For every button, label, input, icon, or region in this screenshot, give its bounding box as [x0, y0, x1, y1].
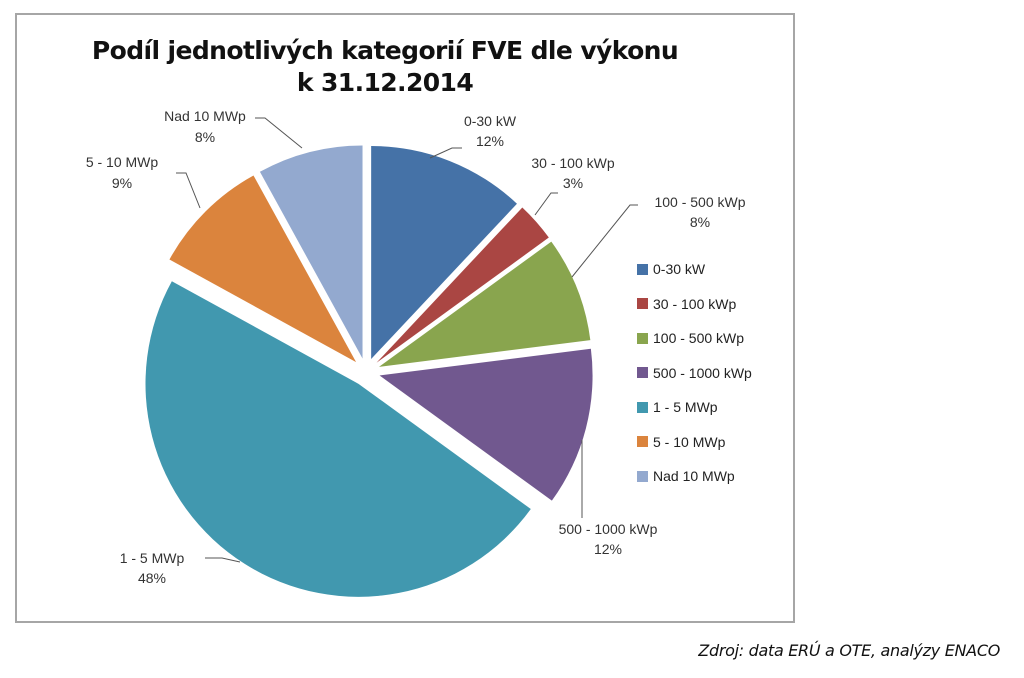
legend-label: 100 - 500 kWp [653, 330, 745, 347]
pie-slices [145, 145, 593, 597]
data-label-500-1000-value: 12% [594, 541, 622, 557]
source-note: Zdroj: data ERÚ a OTE, analýzy ENACO [698, 641, 1000, 660]
data-label-1-5-value: 48% [138, 570, 166, 586]
chart-title-line2: k 31.12.2014 [296, 68, 474, 97]
legend-label: 1 - 5 MWp [653, 399, 718, 416]
data-label-100-500-value: 8% [690, 214, 710, 230]
legend-swatch-icon [637, 298, 648, 310]
data-label-30-100-value: 3% [563, 175, 583, 191]
data-label-0-30-value: 12% [476, 133, 504, 149]
leader-lines [176, 117, 638, 563]
pie-slice-nad-10 [259, 145, 363, 359]
legend-label: 30 - 100 kWp [653, 295, 737, 312]
pie-slice-5-10 [169, 175, 357, 363]
chart-title-line1: Podíl jednotlivých kategorií FVE dle výk… [91, 36, 679, 65]
legend-item-500-1000: 500 - 1000 kWp [637, 356, 752, 391]
data-label-nad-10-value: 8% [195, 129, 215, 145]
legend-label: 500 - 1000 kWp [653, 364, 752, 381]
legend-item-100-500: 100 - 500 kWp [637, 321, 752, 356]
legend-swatch-icon [637, 263, 648, 275]
data-label-5-10-value: 9% [112, 175, 132, 191]
data-label-5-10-name: 5 - 10 MWp [86, 154, 159, 170]
legend-item-30-100: 30 - 100 kWp [637, 287, 752, 322]
data-label-500-1000-name: 500 - 1000 kWp [559, 521, 658, 537]
data-label-100-500-name: 100 - 500 kWp [654, 194, 745, 210]
pie-slice-0-30 [371, 145, 517, 359]
chart-legend: 0-30 kW 30 - 100 kWp 100 - 500 kWp 500 -… [637, 252, 752, 494]
chart-title: Podíl jednotlivých kategorií FVE dle výk… [17, 35, 793, 99]
leader-line-0-30 [429, 147, 462, 159]
leader-line-1-5 [205, 557, 241, 563]
legend-swatch-icon [637, 401, 648, 413]
pie-slice-30-100 [376, 207, 549, 363]
data-label-30-100-name: 30 - 100 kWp [531, 155, 614, 171]
legend-label: 5 - 10 MWp [653, 433, 726, 450]
legend-label: 0-30 kW [653, 261, 706, 278]
data-label-1-5-name: 1 - 5 MWp [120, 550, 185, 566]
legend-swatch-icon [637, 367, 648, 379]
legend-swatch-icon [637, 436, 648, 448]
legend-item-5-10: 5 - 10 MWp [637, 425, 752, 460]
leader-line-nad-10 [255, 117, 303, 149]
pie-slice-100-500 [379, 241, 591, 367]
legend-swatch-icon [637, 332, 648, 344]
leader-line-30-100 [534, 192, 558, 216]
pie-slice-1-5 [145, 281, 531, 597]
pie-slice-500-1000 [379, 348, 593, 501]
legend-item-1-5: 1 - 5 MWp [637, 390, 752, 425]
legend-item-0-30: 0-30 kW [637, 252, 752, 287]
legend-label: Nad 10 MWp [653, 468, 735, 485]
legend-swatch-icon [637, 470, 648, 482]
data-labels: 0-30 kW 12% 30 - 100 kWp 3% 100 - 500 kW… [86, 108, 746, 586]
data-label-0-30-name: 0-30 kW [464, 113, 517, 129]
leader-line-100-500 [571, 204, 638, 278]
leader-line-5-10 [176, 172, 201, 209]
data-label-nad-10-name: Nad 10 MWp [164, 108, 246, 124]
legend-item-nad-10: Nad 10 MWp [637, 459, 752, 494]
